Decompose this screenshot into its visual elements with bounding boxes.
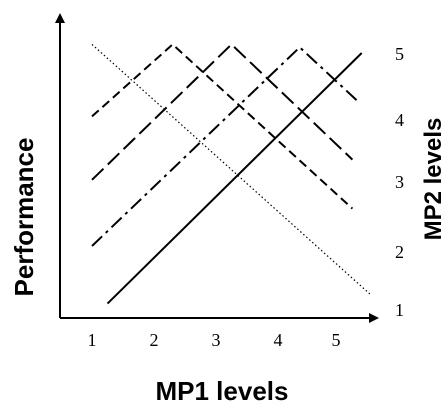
- mp2-level-label: 1: [395, 300, 404, 320]
- series-line-mp2-1: [106, 52, 363, 305]
- mp2-level-label: 5: [395, 44, 404, 64]
- mp2-level-label: 3: [395, 172, 404, 192]
- x-tick-label: 4: [274, 330, 283, 350]
- x-axis-title: MP1 levels: [156, 376, 289, 406]
- mp2-level-label: 4: [395, 110, 404, 130]
- x-tick-label: 3: [212, 330, 221, 350]
- y-axis-title: Performance: [9, 138, 39, 297]
- x-tick-label: 5: [332, 330, 341, 350]
- series-line-mp2-4: [91, 43, 354, 210]
- series-line-mp2-3: [91, 43, 354, 181]
- x-tick-label: 2: [150, 330, 159, 350]
- y2-axis-title: MP2 levels: [420, 118, 447, 241]
- x-tick-labels: 1 2 3 4 5: [88, 330, 341, 350]
- series-layer: [91, 43, 372, 305]
- series-line-mp2-2: [91, 45, 360, 247]
- mp2-level-label: 2: [395, 242, 404, 262]
- mp2-level-labels: 1 2 3 4 5: [395, 44, 404, 320]
- x-tick-label: 1: [88, 330, 97, 350]
- series-line-mp2-5: [91, 43, 372, 296]
